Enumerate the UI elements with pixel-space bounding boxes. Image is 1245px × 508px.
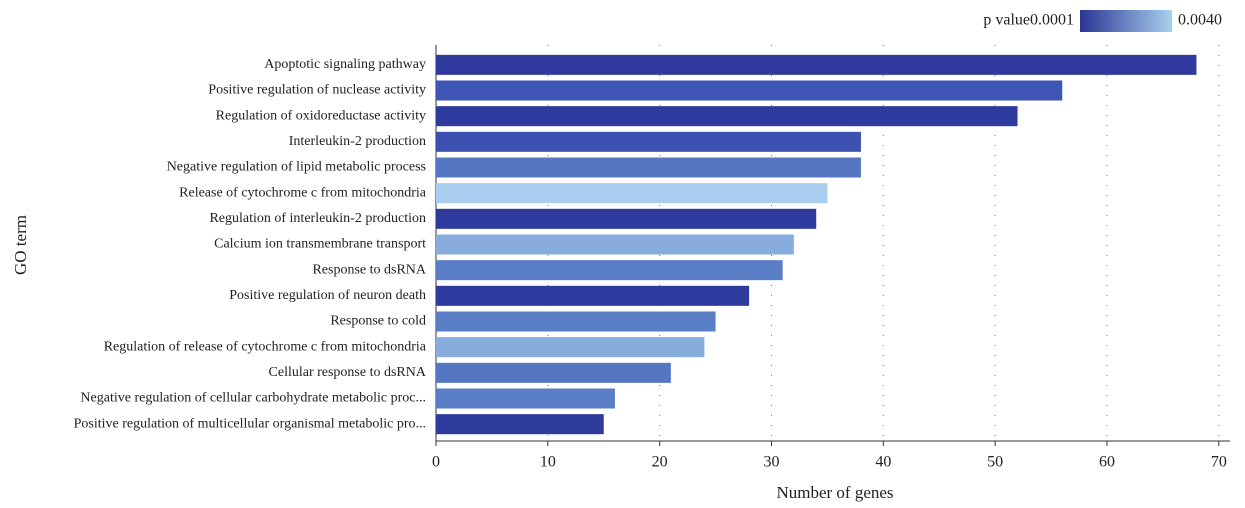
bar: [436, 362, 671, 383]
x-tick-label: 50: [987, 454, 1003, 471]
y-tick-label: Calcium ion transmembrane transport: [214, 237, 426, 252]
bar: [436, 157, 861, 178]
y-tick-label: Regulation of oxidoreductase activity: [216, 108, 426, 123]
y-tick-label: Apoptotic signaling pathway: [264, 57, 426, 72]
bar: [436, 131, 861, 152]
x-tick-label: 0: [432, 454, 440, 471]
y-tick-label: Cellular response to dsRNA: [269, 365, 427, 380]
bar: [436, 106, 1018, 127]
bar: [436, 311, 716, 332]
y-tick-label: Positive regulation of neuron death: [229, 288, 426, 303]
x-tick-label: 60: [1099, 454, 1115, 471]
y-tick-label: Regulation of interleukin-2 production: [209, 211, 426, 226]
y-axis-title: GO term: [11, 215, 30, 275]
y-tick-label: Negative regulation of cellular carbohyd…: [80, 391, 426, 406]
bar: [436, 260, 783, 281]
x-tick-label: 30: [763, 454, 779, 471]
y-tick-label: Response to dsRNA: [312, 262, 426, 277]
bar: [436, 183, 828, 204]
y-tick-label: Positive regulation of nuclease activity: [208, 83, 426, 98]
y-tick-label: Interleukin-2 production: [289, 134, 426, 149]
y-tick-label: Positive regulation of multicellular org…: [74, 416, 426, 431]
bar: [436, 234, 794, 255]
y-tick-label: Response to cold: [330, 314, 426, 329]
y-tick-label: Regulation of release of cytochrome c fr…: [104, 339, 427, 354]
bar: [436, 208, 817, 229]
colorbar-tick-label: 0.0001: [1030, 12, 1074, 29]
y-tick-label: Release of cytochrome c from mitochondri…: [179, 185, 427, 200]
colorbar-tick-label: 0.0040: [1178, 12, 1222, 29]
x-tick-label: 40: [875, 454, 891, 471]
bar: [436, 388, 615, 409]
y-tick-label: Negative regulation of lipid metabolic p…: [167, 160, 426, 175]
x-tick-label: 70: [1211, 454, 1227, 471]
x-tick-label: 10: [540, 454, 556, 471]
x-axis-title: Number of genes: [776, 483, 893, 502]
bar: [436, 337, 705, 358]
colorbar: [1080, 10, 1172, 32]
bar: [436, 80, 1063, 101]
bar: [436, 285, 750, 306]
bar: [436, 54, 1197, 75]
x-tick-label: 20: [652, 454, 668, 471]
bar: [436, 414, 604, 435]
colorbar-title: p value: [983, 12, 1030, 29]
